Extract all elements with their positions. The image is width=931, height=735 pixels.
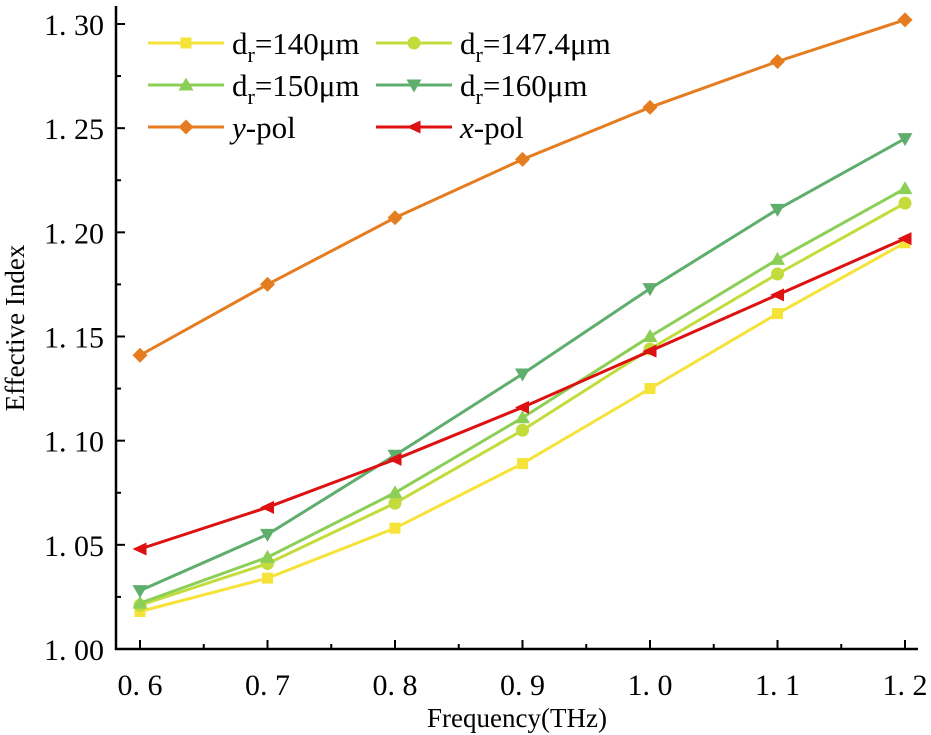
data-point <box>389 522 401 534</box>
legend-label: x-pol <box>459 110 524 145</box>
y-tick-label: 1. 05 <box>44 530 104 563</box>
legend-marker <box>406 79 422 93</box>
data-point <box>770 54 785 69</box>
x-tick-label: 0. 9 <box>500 669 545 702</box>
data-point <box>772 308 783 320</box>
y-tick-label: 1. 10 <box>44 426 104 459</box>
data-point <box>897 133 913 147</box>
legend-marker <box>178 119 194 135</box>
y-tick-label: 1. 00 <box>44 634 104 667</box>
x-tick-label: 1. 0 <box>628 669 673 702</box>
x-axis-label: Frequency(THz) <box>427 703 607 733</box>
data-point <box>260 528 275 542</box>
legend-item: dr=150μm <box>148 68 360 109</box>
x-tick-label: 0. 6 <box>118 669 163 702</box>
data-point <box>644 383 656 395</box>
legend-marker <box>178 77 194 91</box>
data-point <box>132 542 147 556</box>
legend-item: y-pol <box>148 110 296 145</box>
data-point <box>897 12 913 28</box>
y-tick-label: 1. 20 <box>44 217 104 250</box>
data-point <box>515 410 530 424</box>
data-point <box>897 232 912 246</box>
series-dr-150-m <box>132 181 913 609</box>
x-tick-label: 0. 8 <box>373 669 418 702</box>
data-point <box>517 458 528 470</box>
data-point <box>387 210 403 226</box>
data-point <box>515 368 530 382</box>
legend-label: dr=160μm <box>460 68 588 109</box>
data-point <box>515 400 529 414</box>
legend-marker <box>406 120 421 134</box>
legend-label: dr=147.4μm <box>460 26 611 67</box>
data-point <box>642 283 658 297</box>
data-point <box>642 329 658 342</box>
data-point <box>771 267 784 281</box>
y-tick-label: 1. 15 <box>44 322 104 355</box>
legend-item: x-pol <box>376 110 524 145</box>
legend-item: dr=160μm <box>376 68 588 109</box>
x-tick-label: 0. 7 <box>245 669 290 702</box>
data-point <box>642 99 658 115</box>
series-dr-160-m <box>132 133 913 599</box>
data-point <box>132 347 148 363</box>
y-tick-label: 1. 25 <box>44 113 104 146</box>
data-point <box>898 196 912 210</box>
data-point <box>262 572 273 584</box>
data-point <box>899 237 911 249</box>
data-point <box>515 151 530 167</box>
data-point <box>260 276 275 292</box>
data-point <box>132 595 148 609</box>
data-point <box>387 485 403 499</box>
data-point <box>260 549 275 563</box>
legend-label: dr=140μm <box>232 26 360 67</box>
y-tick-label: 1. 30 <box>44 9 104 42</box>
data-point <box>770 251 785 265</box>
legend-item: dr=140μm <box>148 26 360 67</box>
legend: dr=140μm dr=147.4μm dr=150μm dr=160μm y-pol x… <box>148 26 611 145</box>
data-point <box>132 585 148 599</box>
legend-item: dr=147.4μm <box>376 26 611 67</box>
x-tick-label: 1. 1 <box>755 669 800 702</box>
data-point <box>388 496 402 510</box>
data-point <box>387 452 402 466</box>
series-x-pol <box>132 232 912 556</box>
data-point <box>897 181 913 195</box>
series-line <box>139 237 906 551</box>
data-point <box>642 344 657 358</box>
legend-marker <box>407 36 421 50</box>
data-point <box>516 423 529 437</box>
data-point <box>770 203 785 217</box>
legend-label: dr=150μm <box>232 68 360 109</box>
series-y-pol <box>132 12 913 363</box>
x-tick-label: 1. 2 <box>883 669 928 702</box>
y-axis-label: Effective Index <box>0 244 30 411</box>
series-line <box>139 137 906 593</box>
legend-marker <box>180 37 192 49</box>
legend-label: y-pol <box>229 110 296 145</box>
data-point <box>770 288 784 302</box>
data-point <box>260 500 274 514</box>
